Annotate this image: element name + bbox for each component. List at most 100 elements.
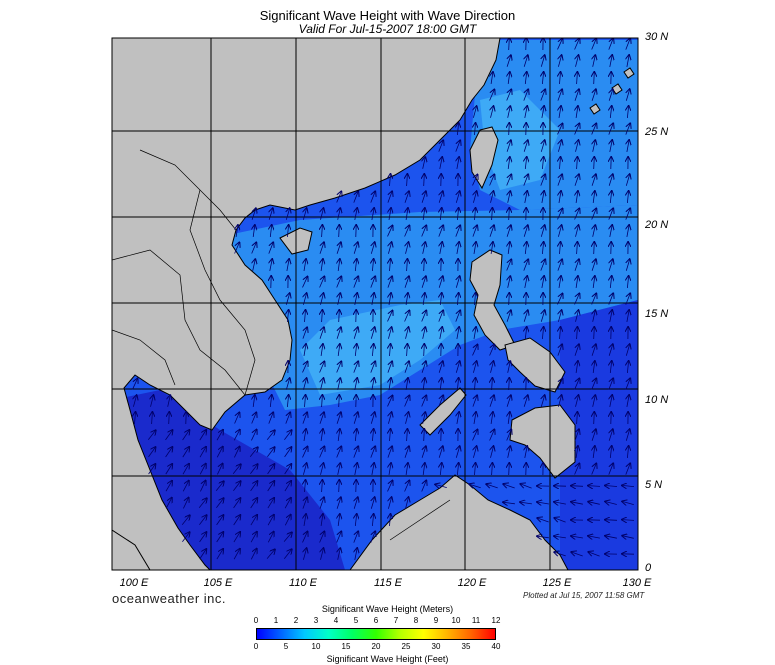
wave-arrow xyxy=(302,362,308,373)
wave-arrow xyxy=(557,174,562,186)
wave-arrow xyxy=(165,481,172,492)
wave-arrow xyxy=(508,446,511,458)
wave-arrow xyxy=(593,55,596,67)
wave-arrow xyxy=(525,242,526,255)
wave-arrow xyxy=(284,430,291,441)
wave-arrow xyxy=(421,226,427,237)
wave-arrow xyxy=(285,412,290,424)
lon-label: 105 E xyxy=(203,577,233,589)
wave-arrow xyxy=(472,395,477,407)
border-line xyxy=(112,329,176,386)
wave-arrow xyxy=(457,157,459,169)
wave-arrow xyxy=(305,480,306,493)
wave-arrow xyxy=(608,123,613,135)
wave-arrow xyxy=(421,396,427,407)
wave-arrow xyxy=(423,378,425,390)
wave-arrow xyxy=(473,361,476,373)
wave-arrow xyxy=(147,430,155,440)
legend-feet-tick: 40 xyxy=(491,642,501,651)
wave-arrow xyxy=(370,531,375,543)
wave-arrow xyxy=(456,276,459,288)
wave-arrow xyxy=(253,259,256,271)
wave-arrow xyxy=(577,72,578,85)
wave-arrow xyxy=(355,463,357,475)
wave-arrow xyxy=(577,327,578,340)
wave-arrow xyxy=(541,310,544,322)
wave-arrow xyxy=(389,378,391,390)
wave-arrow xyxy=(576,310,579,322)
graticule xyxy=(112,38,638,570)
wave-arrow xyxy=(406,412,409,424)
wave-arrow xyxy=(337,327,341,339)
wave-arrow xyxy=(571,486,584,487)
wave-arrow xyxy=(339,225,340,238)
wave-arrow xyxy=(508,361,511,373)
lon-label: 110 E xyxy=(289,577,317,589)
wave-arrow xyxy=(506,175,512,186)
wave-arrow xyxy=(540,89,545,101)
wave-arrow xyxy=(371,497,374,509)
wave-arrow xyxy=(390,429,391,442)
wave-arrow xyxy=(216,447,223,458)
lat-label: 20 N xyxy=(645,219,669,231)
wave-arrow xyxy=(524,395,528,407)
wave-arrow xyxy=(387,446,392,458)
wave-arrow xyxy=(576,361,578,373)
wave-arrow xyxy=(541,225,544,237)
wave-arrow xyxy=(491,412,493,424)
wave-arrow xyxy=(253,395,255,407)
lat-label: 0 xyxy=(645,562,652,574)
wave-arrow xyxy=(508,191,511,203)
wave-arrow xyxy=(593,310,596,322)
wave-arrow xyxy=(558,395,561,407)
wave-arrow xyxy=(592,344,596,356)
wave-arrow xyxy=(608,208,613,220)
wave-arrow xyxy=(354,497,358,509)
wave-arrow xyxy=(405,446,409,458)
wave-arrow xyxy=(626,89,629,101)
wave-arrow xyxy=(557,39,563,50)
wave-arrow xyxy=(284,515,290,526)
wave-arrow xyxy=(557,124,563,135)
wave-arrow xyxy=(133,395,136,407)
wave-arrow xyxy=(267,515,274,526)
wave-arrow xyxy=(286,293,289,305)
wave-arrow xyxy=(168,395,171,407)
wave-arrow xyxy=(148,464,156,475)
wave-arrow xyxy=(625,378,630,390)
legend-feet-tick: 15 xyxy=(341,642,351,651)
wave-arrow xyxy=(404,226,410,237)
wave-arrow xyxy=(372,429,373,442)
wave-arrow xyxy=(355,259,356,272)
wave-arrow xyxy=(135,412,136,425)
wave-arrow xyxy=(557,294,563,305)
wave-arrow xyxy=(339,310,340,323)
lat-label: 25 N xyxy=(645,126,669,138)
wave-arrow xyxy=(336,447,342,458)
wave-arrow xyxy=(475,293,476,306)
wave-arrow xyxy=(554,518,566,523)
wave-arrow xyxy=(627,361,628,374)
wave-arrow xyxy=(424,344,425,357)
wave-arrow xyxy=(557,209,563,220)
wave-arrow xyxy=(591,39,597,50)
legend-meter-tick: 0 xyxy=(253,616,259,625)
wave-arrow xyxy=(627,395,629,407)
wave-arrow xyxy=(388,412,391,424)
wave-arrow xyxy=(593,361,595,373)
wave-arrow xyxy=(576,106,578,118)
legend-feet-tick: 10 xyxy=(311,642,321,651)
wave-arrow xyxy=(571,536,583,538)
wave-arrow xyxy=(390,344,391,357)
wave-arrow xyxy=(250,498,258,509)
wave-arrow xyxy=(609,344,613,356)
wave-arrow xyxy=(390,514,391,527)
wave-arrow xyxy=(610,225,612,237)
wave-arrow xyxy=(439,361,443,373)
wave-arrow xyxy=(321,463,324,475)
wave-arrow xyxy=(609,89,613,101)
wave-arrow xyxy=(560,327,561,340)
wave-arrow xyxy=(267,498,274,509)
wave-arrow xyxy=(609,174,613,186)
